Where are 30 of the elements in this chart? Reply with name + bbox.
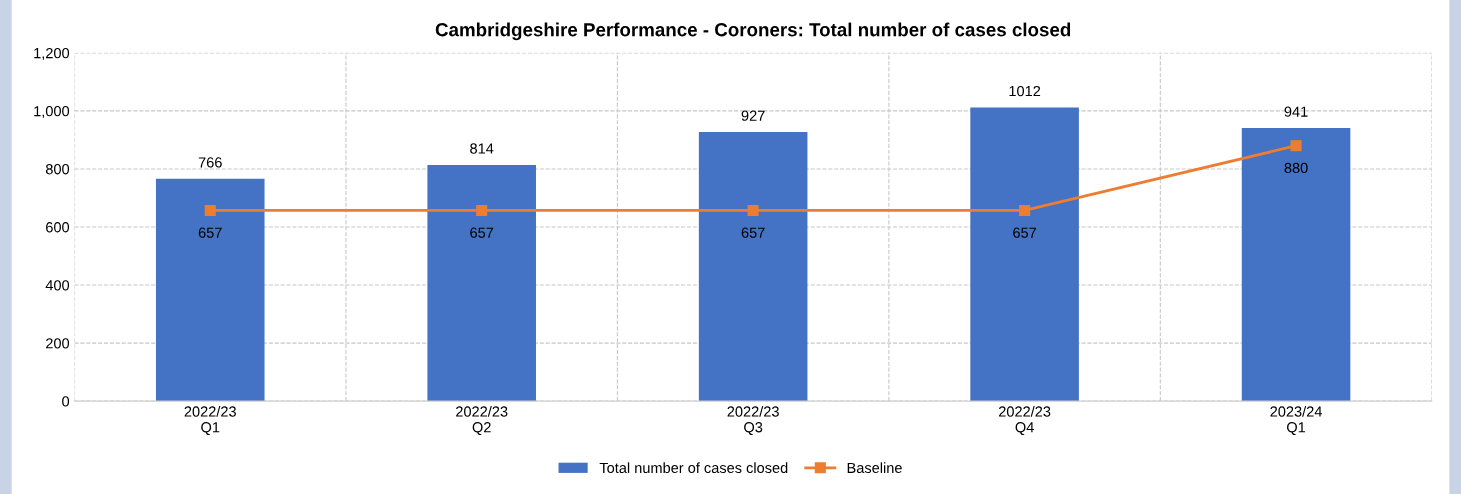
- data-label: 1012: [1009, 85, 1041, 97]
- y-tick-label: 0: [62, 396, 70, 407]
- data-label: 880: [1284, 162, 1308, 174]
- legend-label: Baseline: [847, 462, 902, 474]
- y-tick-label: 400: [45, 280, 70, 291]
- bar: [155, 178, 265, 402]
- data-label: 766: [198, 157, 222, 168]
- x-tick-label: 2022/23 Q4: [998, 405, 1051, 436]
- bar: [970, 107, 1079, 402]
- bar: [698, 132, 808, 402]
- data-label: 941: [1284, 106, 1308, 117]
- y-tick-label: 200: [46, 338, 70, 349]
- x-tick-label: 2022/23 Q2: [456, 405, 508, 436]
- data-label: 657: [741, 227, 765, 238]
- bar: [427, 164, 536, 402]
- data-label: 657: [1013, 227, 1037, 238]
- y-tick-label: 1,000: [34, 106, 70, 119]
- legend-label: Total number of cases closed: [599, 462, 788, 474]
- data-label: 657: [198, 227, 222, 238]
- chart-title: Cambridgeshire Performance - Coroners: Total number of cases closed: [435, 22, 1071, 41]
- x-tick-label: 2022/23 Q1: [184, 405, 236, 436]
- y-tick-label: 800: [45, 164, 70, 175]
- x-tick-label: 2023/24 Q1: [1270, 405, 1322, 436]
- bar: [1241, 128, 1351, 402]
- data-label: 814: [470, 143, 494, 154]
- data-label: 927: [741, 110, 765, 121]
- data-label: 657: [470, 227, 494, 238]
- y-tick-label: 1,200: [34, 47, 70, 61]
- x-tick-label: 2022/23 Q3: [727, 405, 779, 436]
- y-tick-label: 600: [46, 222, 70, 233]
